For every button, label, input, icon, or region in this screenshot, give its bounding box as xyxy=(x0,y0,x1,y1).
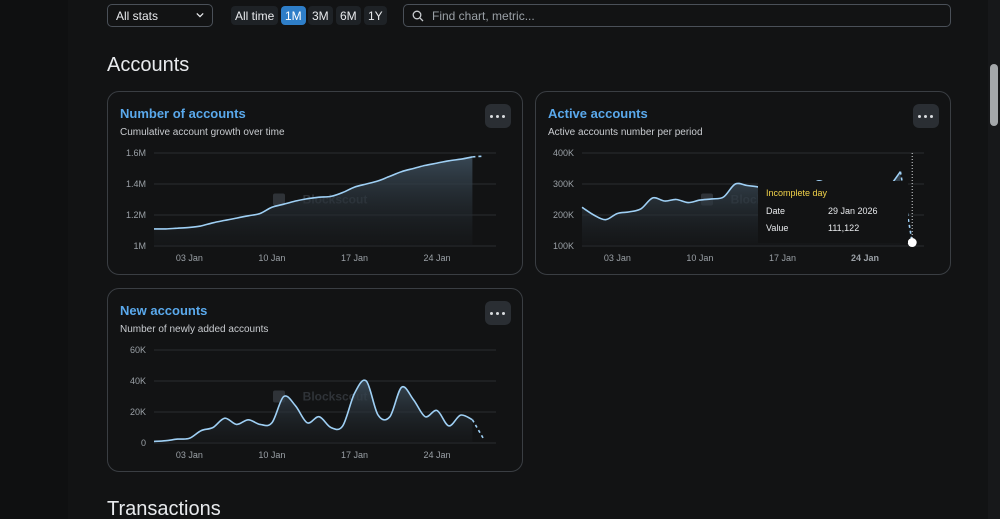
chart-subtitle: Number of newly added accounts xyxy=(120,324,269,335)
dot xyxy=(490,312,493,315)
x-tick-label: 24 Jan xyxy=(851,253,879,263)
incomplete-segment xyxy=(471,419,485,441)
x-tick-label: 17 Jan xyxy=(769,253,796,263)
section-title-accounts: Accounts xyxy=(107,54,190,76)
interval-label: 6M xyxy=(340,9,357,23)
y-tick-label: 300K xyxy=(553,179,574,189)
series-area xyxy=(154,156,473,246)
interval-label: 1M xyxy=(285,9,302,23)
interval-1y[interactable]: 1Y xyxy=(364,6,387,25)
series-area xyxy=(154,380,473,443)
dot xyxy=(930,115,933,118)
y-tick-label: 400K xyxy=(553,148,574,158)
x-tick-label: 10 Jan xyxy=(686,253,713,263)
y-tick-label: 200K xyxy=(553,210,574,220)
y-tick-label: 1.6M xyxy=(126,148,146,158)
dot xyxy=(502,312,505,315)
y-tick-label: 20K xyxy=(130,407,146,417)
incomplete-segment xyxy=(472,155,485,158)
chart-menu-button[interactable] xyxy=(485,301,511,325)
chart-title[interactable]: New accounts xyxy=(120,303,208,318)
y-tick-label: 60K xyxy=(130,345,146,355)
chart-card-new-accounts: New accounts Number of newly added accou… xyxy=(107,288,523,472)
interval-all-time[interactable]: All time xyxy=(231,6,279,25)
x-tick-label: 10 Jan xyxy=(258,450,285,460)
interval-label: All time xyxy=(235,9,275,23)
search-icon xyxy=(412,10,424,22)
x-tick-label: 17 Jan xyxy=(341,253,368,263)
dot xyxy=(924,115,927,118)
hover-point xyxy=(907,238,917,248)
chart-card-number-of-accounts: Number of accounts Cumulative account gr… xyxy=(107,91,523,275)
tooltip-value-value: 111,122 xyxy=(828,223,860,233)
dot xyxy=(918,115,921,118)
x-tick-label: 24 Jan xyxy=(424,253,451,263)
chart-title[interactable]: Number of accounts xyxy=(120,106,246,121)
watermark-logo-icon xyxy=(273,193,285,206)
page-scrollbar[interactable] xyxy=(988,0,1000,519)
tooltip-date-label: Date xyxy=(766,206,786,216)
tooltip-date-value: 29 Jan 2026 xyxy=(828,206,878,216)
dot xyxy=(496,115,499,118)
chart-title[interactable]: Active accounts xyxy=(548,106,648,121)
series-line xyxy=(153,156,473,230)
section-select-value: All stats xyxy=(116,9,159,23)
interval-label: 3M xyxy=(312,9,329,23)
interval-6m[interactable]: 6M xyxy=(336,6,361,25)
series-line xyxy=(153,379,473,443)
x-tick-label: 03 Jan xyxy=(176,450,203,460)
search-input[interactable] xyxy=(432,7,932,24)
chart-subtitle: Active accounts number per period xyxy=(548,127,703,138)
y-tick-label: 40K xyxy=(130,376,146,386)
dot xyxy=(496,312,499,315)
y-tick-label: 1.4M xyxy=(126,179,146,189)
chevron-down-icon xyxy=(196,12,204,18)
interval-1m[interactable]: 1M xyxy=(281,6,306,25)
dot xyxy=(502,115,505,118)
interval-label: 1Y xyxy=(368,9,383,23)
chart-subtitle: Cumulative account growth over time xyxy=(120,127,285,138)
y-tick-label: 0 xyxy=(141,438,146,448)
dot xyxy=(490,115,493,118)
section-select[interactable]: All stats xyxy=(107,4,213,27)
interval-3m[interactable]: 3M xyxy=(308,6,333,25)
x-tick-label: 03 Jan xyxy=(176,253,203,263)
x-tick-label: 24 Jan xyxy=(424,450,451,460)
y-tick-label: 100K xyxy=(553,241,574,251)
section-title-transactions: Transactions xyxy=(107,498,221,519)
x-tick-label: 03 Jan xyxy=(604,253,631,263)
chart-menu-button[interactable] xyxy=(485,104,511,128)
scrollbar-thumb[interactable] xyxy=(990,64,998,126)
x-tick-label: 17 Jan xyxy=(341,450,368,460)
y-tick-label: 1.2M xyxy=(126,210,146,220)
x-tick-label: 10 Jan xyxy=(258,253,285,263)
search-box[interactable] xyxy=(403,4,951,27)
chart-menu-button[interactable] xyxy=(913,104,939,128)
tooltip-value-label: Value xyxy=(766,223,789,233)
tooltip-title: Incomplete day xyxy=(766,188,828,198)
chart-tooltip: Incomplete day Date 29 Jan 2026 Value 11… xyxy=(758,181,908,243)
y-tick-label: 1M xyxy=(133,241,146,251)
